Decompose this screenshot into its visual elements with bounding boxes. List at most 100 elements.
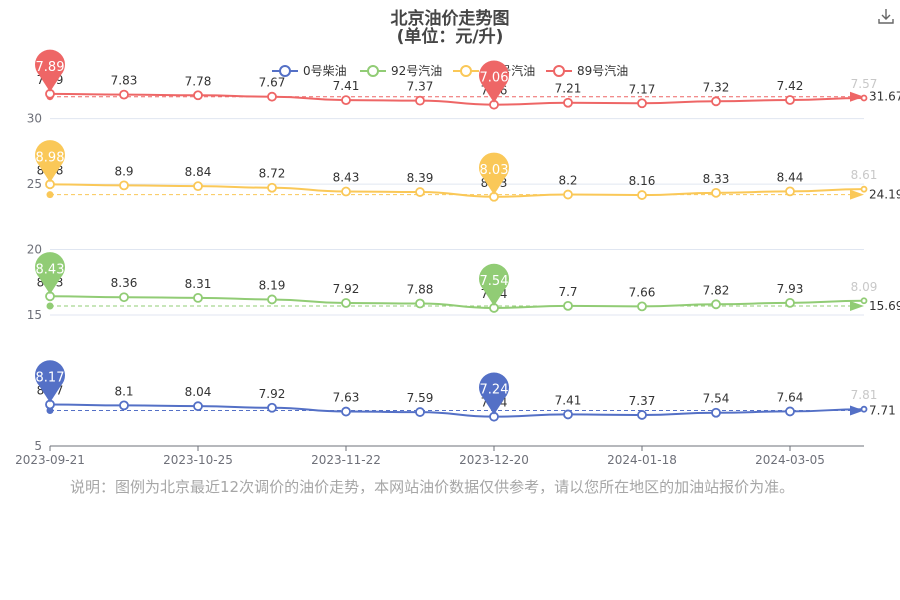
data-point [119,180,129,191]
series-line [49,183,865,198]
data-point [785,406,795,417]
average-line-start-marker [46,302,54,310]
data-label: 8.09 [851,280,878,294]
y-tick-label: 25 [27,177,42,191]
data-label: 8.84 [185,165,212,179]
data-point [267,91,277,102]
data-point [563,97,573,108]
max-pin [35,252,65,295]
data-point [860,185,868,193]
data-label: 8.1 [114,384,133,398]
series-line [49,403,865,418]
series-line [49,92,865,106]
data-point [711,407,721,418]
data-point [415,95,425,106]
data-label: 7.88 [407,283,434,297]
data-label: 7.41 [555,393,582,407]
max-pin [35,49,65,92]
data-point [415,298,425,309]
data-point [267,402,277,413]
min-pin [479,60,509,103]
average-line-start-marker [46,191,54,199]
data-point [563,300,573,311]
data-point [415,187,425,197]
legend-label: 0号柴油 [303,64,347,78]
data-point [193,90,203,101]
data-label: 8.16 [629,174,656,188]
data-label: 7.93 [777,282,804,296]
legend-swatch-marker [279,65,291,77]
chart-subtitle: (单位：元/升) [396,27,504,47]
data-point [563,409,573,420]
data-label: 7.41 [333,79,360,93]
data-point [785,297,795,308]
data-label: 7.59 [407,391,434,405]
legend-label: 92号汽油 [391,63,442,78]
data-point [267,182,277,193]
x-tick-label: 2024-01-18 [607,453,677,467]
download-icon[interactable] [877,7,895,25]
average-line-arrow [850,300,864,311]
max-pin-label: 7.89 [36,60,65,75]
average-value-label: 24.19 [869,188,900,202]
data-point [119,400,129,411]
min-pin-label: 8.03 [480,163,509,178]
data-label: 7.83 [111,74,138,88]
x-tick-label: 2023-12-20 [459,453,529,467]
legend-swatch-marker [367,65,379,77]
max-pin-label: 8.17 [36,370,65,385]
x-tick-label: 2024-03-05 [755,453,825,467]
data-point [341,406,351,417]
data-label: 7.67 [259,76,286,90]
data-label: 7.32 [703,80,730,94]
data-label: 8.61 [851,168,878,182]
data-point [637,301,647,312]
data-label: 7.17 [629,82,656,96]
data-point [415,407,425,417]
data-point [341,95,351,106]
data-point [637,98,647,109]
average-line-arrow [850,405,864,416]
min-pin [479,372,509,415]
data-label: 8.19 [259,278,286,292]
data-label: 8.2 [558,174,577,188]
data-point [563,189,573,200]
x-tick-label: 2023-11-22 [311,453,381,467]
min-pin-label: 7.24 [480,383,509,398]
data-label: 7.92 [259,387,286,401]
data-label: 8.9 [114,164,133,178]
average-line-arrow [850,189,864,200]
chart-title: 北京油价走势图 [390,9,510,29]
data-point [267,294,277,305]
legend-swatch-marker [460,65,472,77]
y-tick-label: 30 [27,112,42,126]
data-label: 7.81 [851,388,878,402]
data-point [785,95,795,105]
data-point [119,292,129,303]
data-label: 8.31 [185,277,212,291]
max-pin [35,140,65,183]
data-point [711,96,721,107]
data-label: 7.37 [629,394,656,408]
data-label: 8.72 [259,167,286,181]
data-label: 7.63 [333,391,360,405]
data-label: 8.44 [777,170,804,184]
legend-swatch-marker [553,65,565,77]
data-label: 7.7 [558,285,577,299]
series-line [49,295,865,309]
data-label: 7.21 [555,82,582,96]
average-value-label: 15.69 [869,299,900,313]
x-tick-label: 2023-09-21 [15,453,85,467]
max-pin-label: 8.43 [36,262,65,277]
min-pin-label: 7.06 [480,71,509,86]
data-label: 7.54 [703,392,730,406]
data-label: 7.66 [629,285,656,299]
data-label: 8.36 [111,276,138,290]
x-tick-label: 2023-10-25 [163,453,233,467]
y-tick-label: 5 [34,439,42,453]
data-point [341,298,351,308]
data-label: 7.57 [851,77,878,91]
data-label: 8.43 [333,171,360,185]
max-pin [35,360,65,403]
